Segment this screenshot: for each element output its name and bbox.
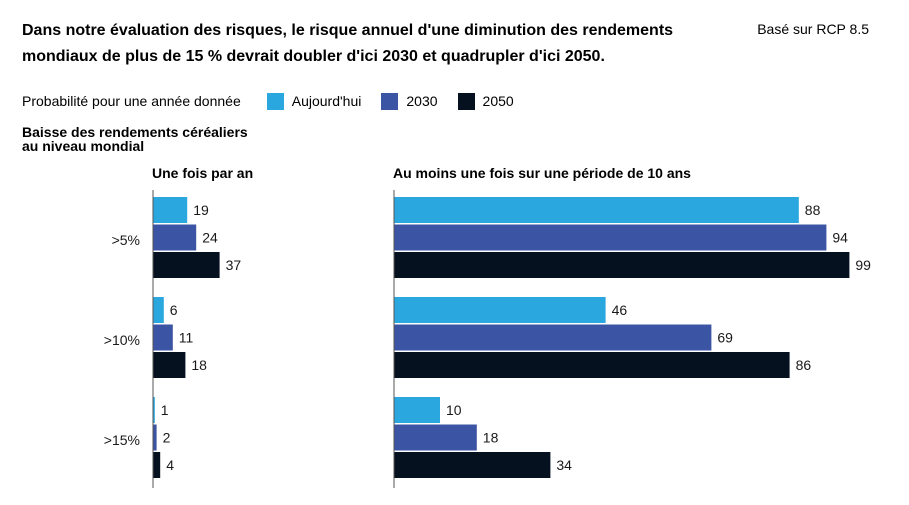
y-axis-title-line-2: au niveau mondial <box>22 138 145 154</box>
legend-label-today: Aujourd'hui <box>291 93 362 109</box>
category-label: >5% <box>112 232 140 248</box>
bar-value-label: 88 <box>805 202 821 218</box>
bar-2030 <box>394 424 477 451</box>
legend: Probabilité pour une année donnée Aujour… <box>22 91 534 111</box>
panel-title: Une fois par an <box>152 165 253 181</box>
chart-title: Dans notre évaluation des risques, le ri… <box>22 22 674 65</box>
bar-value-label: 99 <box>855 257 871 273</box>
bar-value-label: 4 <box>166 457 174 473</box>
category-label: >15% <box>104 432 140 448</box>
bar-2030 <box>153 424 157 451</box>
bar-today <box>394 397 440 423</box>
bar-value-label: 69 <box>717 330 733 346</box>
legend-item-2050: 2050 <box>457 92 514 110</box>
legend-swatch-2050 <box>457 92 475 110</box>
bar-2030 <box>153 324 173 351</box>
legend-title: Probabilité pour une année donnée <box>22 93 241 109</box>
legend-swatch-2030 <box>381 92 399 110</box>
category-label: >10% <box>104 332 140 348</box>
bar-value-label: 11 <box>179 330 194 346</box>
bar-value-label: 24 <box>202 230 218 246</box>
bar-value-label: 86 <box>796 357 812 373</box>
bar-value-label: 10 <box>446 402 462 418</box>
bar-today <box>394 297 606 323</box>
bar-value-label: 6 <box>170 302 178 318</box>
bar-2030 <box>394 224 827 251</box>
bar-value-label: 18 <box>483 430 499 446</box>
bar-value-label: 1 <box>161 402 169 418</box>
panel-title: Au moins une fois sur une période de 10 … <box>393 165 691 181</box>
bar-value-label: 2 <box>163 430 171 446</box>
bar-2030 <box>153 224 197 251</box>
legend-label-2030: 2030 <box>406 93 438 109</box>
legend-swatch-today <box>266 92 284 110</box>
bar-today <box>394 197 799 223</box>
bar-2050 <box>394 452 551 478</box>
bar-2050 <box>394 352 790 378</box>
bar-value-label: 37 <box>226 257 242 273</box>
bar-value-label: 46 <box>612 302 628 318</box>
bar-today <box>153 197 188 223</box>
bar-2050 <box>153 452 161 478</box>
bar-2050 <box>394 252 850 278</box>
legend-item-2030: 2030 <box>381 92 438 110</box>
legend-item-today: Aujourd'hui <box>266 92 362 110</box>
bar-value-label: 19 <box>193 202 209 218</box>
bar-today <box>153 297 164 323</box>
bar-today <box>153 397 155 423</box>
legend-label-2050: 2050 <box>482 93 514 109</box>
bar-value-label: 18 <box>191 357 207 373</box>
bar-2050 <box>153 252 220 278</box>
y-axis-title-line-1: Baisse des rendements céréaliers <box>22 124 248 140</box>
y-axis-title: Baisse des rendements céréaliers au nive… <box>22 125 248 153</box>
bar-value-label: 34 <box>556 457 572 473</box>
scenario-note: Basé sur RCP 8.5 <box>757 21 869 37</box>
bar-value-label: 94 <box>832 230 848 246</box>
bar-2030 <box>394 324 712 351</box>
bar-2050 <box>153 352 186 378</box>
